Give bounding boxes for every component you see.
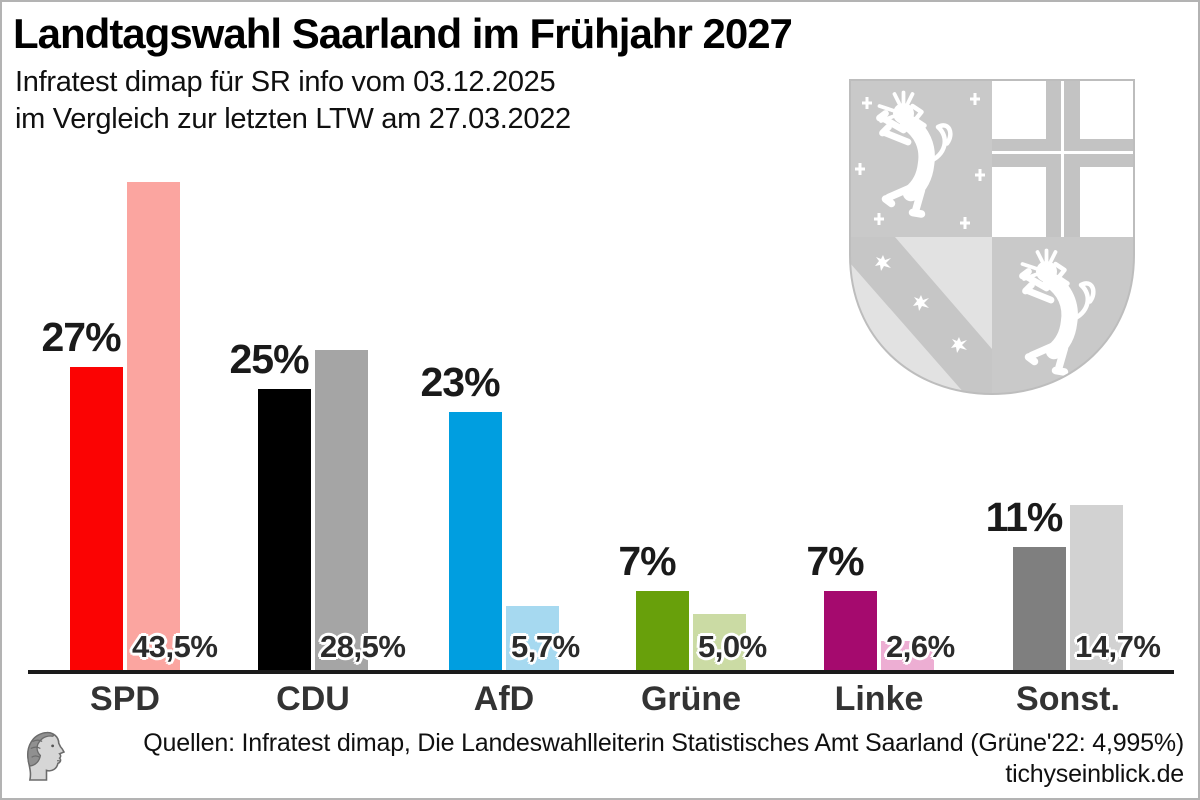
bar-current-Grüne [636,591,689,670]
bar-current-CDU [258,389,311,670]
bar-current-AfD [449,412,502,670]
value-label-previous-CDU: 28,5% [320,629,406,664]
bar-previous-SPD [127,182,180,670]
category-label-Sonst.: Sonst. [1016,680,1120,718]
bar-previous-CDU [315,350,368,670]
bar-current-SPD [70,367,123,670]
x-axis-line [28,670,1174,674]
value-label-current-Sonst.: 11% [985,494,1064,540]
value-label-previous-AfD: 5,7% [511,629,580,664]
value-label-current-Grüne: 7% [618,538,676,584]
page-title: Landtagswahl Saarland im Frühjahr 2027 [13,10,793,57]
subtitle-line-2: im Vergleich zur letzten LTW am 27.03.20… [15,103,571,135]
category-label-Grüne: Grüne [640,680,742,718]
value-label-current-SPD: 27% [41,314,121,360]
site-url: tichyseinblick.de [1005,760,1184,788]
tichys-einblick-head-logo-icon [27,731,66,781]
value-label-current-Linke: 7% [806,538,864,584]
bar-current-Sonst. [1013,547,1066,670]
category-label-CDU: CDU [276,680,350,718]
category-label-Linke: Linke [834,680,924,718]
footer-credits: Quellen: Infratest dimap, Die Landeswahl… [92,728,1184,790]
value-label-previous-SPD: 43,5% [132,629,218,664]
value-label-current-CDU: 25% [229,336,309,382]
sources-line: Quellen: Infratest dimap, Die Landeswahl… [143,729,1184,757]
bar-previous-Linke [881,641,934,670]
bar-previous-AfD [506,606,559,670]
subtitle-line-1: Infratest dimap für SR info vom 03.12.20… [15,66,556,98]
value-label-previous-Grüne: 5,0% [698,629,767,664]
bar-previous-Grüne [693,614,746,670]
value-label-previous-Linke: 2,6% [886,629,955,664]
value-label-current-AfD: 23% [420,359,500,405]
bar-current-Linke [824,591,877,670]
category-label-SPD: SPD [90,680,160,718]
value-label-previous-Sonst.: 14,7% [1075,629,1161,664]
category-label-AfD: AfD [473,680,535,718]
saarland-coat-of-arms-icon [849,79,1135,396]
bar-previous-Sonst. [1070,505,1123,670]
